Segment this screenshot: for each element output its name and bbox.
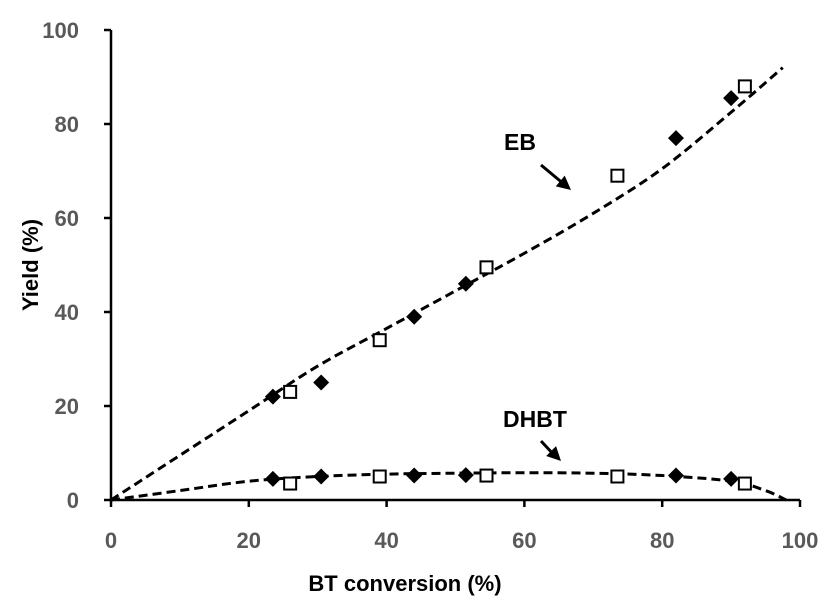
y-tick-label: 40 bbox=[55, 300, 79, 325]
y-tick-label: 80 bbox=[55, 112, 79, 137]
annotations: EB DHBT bbox=[503, 129, 571, 461]
diamond-marker bbox=[264, 388, 281, 405]
diamond-marker bbox=[723, 90, 740, 107]
diamond-marker bbox=[667, 130, 684, 147]
diamond-marker bbox=[406, 467, 423, 484]
x-tick-label: 80 bbox=[650, 528, 674, 553]
fit-lines bbox=[110, 66, 787, 502]
annotation-label: DHBT bbox=[503, 406, 567, 432]
square-marker bbox=[737, 79, 752, 94]
x-axis-title: BT conversion (%) bbox=[308, 571, 501, 596]
square-marker bbox=[372, 469, 387, 484]
fit-line bbox=[110, 66, 784, 502]
diamond-marker bbox=[457, 467, 474, 484]
square-marker bbox=[479, 468, 494, 483]
annotation-label: EB bbox=[504, 129, 536, 155]
diamond-marker bbox=[667, 467, 684, 484]
square-marker bbox=[372, 333, 387, 348]
y-tick-label: 0 bbox=[67, 488, 79, 513]
y-tick-label: 20 bbox=[55, 394, 79, 419]
diamond-marker bbox=[723, 470, 740, 487]
y-tick-label: 100 bbox=[42, 18, 79, 43]
x-tick-label: 40 bbox=[374, 528, 398, 553]
x-tick-label: 20 bbox=[237, 528, 261, 553]
diamond-marker bbox=[406, 308, 423, 325]
y-axis-title: Yield (%) bbox=[18, 219, 43, 311]
diamond-marker bbox=[264, 470, 281, 487]
fit-line bbox=[110, 471, 787, 502]
x-tick-label: 100 bbox=[782, 528, 819, 553]
square-marker bbox=[283, 476, 298, 491]
x-tick-label: 60 bbox=[512, 528, 536, 553]
arrow-head-icon bbox=[555, 175, 571, 190]
diamond-marker bbox=[313, 468, 330, 485]
square-marker bbox=[610, 469, 625, 484]
arrow-head-icon bbox=[546, 446, 561, 461]
square-marker bbox=[283, 384, 298, 399]
axes bbox=[109, 30, 800, 502]
ticks: 0 20 40 60 80 100 0 20 40 60 80 100 bbox=[42, 18, 818, 553]
y-tick-label: 60 bbox=[55, 206, 79, 231]
diamond-marker bbox=[457, 275, 474, 292]
square-marker bbox=[479, 260, 494, 275]
diamond-marker bbox=[313, 374, 330, 391]
data-markers bbox=[264, 79, 752, 491]
x-tick-label: 0 bbox=[105, 528, 117, 553]
square-marker bbox=[610, 168, 625, 183]
square-marker bbox=[737, 476, 752, 491]
